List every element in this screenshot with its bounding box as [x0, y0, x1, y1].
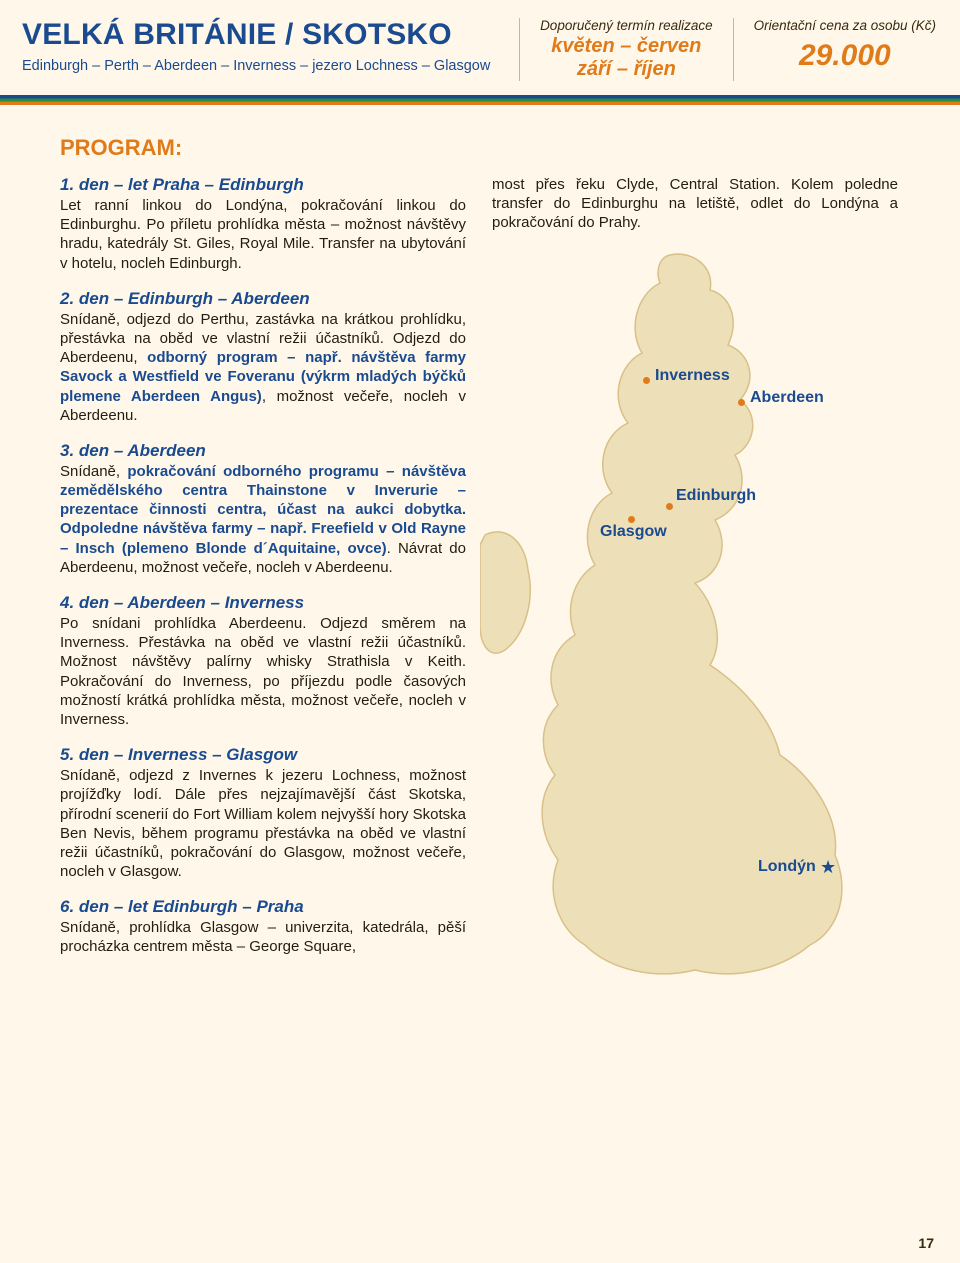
- day-1-title: 1. den – let Praha – Edinburgh: [60, 175, 466, 195]
- page-subtitle: Edinburgh – Perth – Aberdeen – Inverness…: [22, 58, 507, 74]
- label-london: Londýn: [758, 858, 816, 876]
- price-label: Orientační cena za osobu (Kč): [754, 18, 936, 33]
- day-4-body: Po snídani prohlídka Aberdeenu. Odjezd s…: [60, 614, 466, 729]
- label-inverness: Inverness: [655, 367, 730, 385]
- program-heading: PROGRAM:: [60, 135, 932, 161]
- header: VELKÁ BRITÁNIE / SKOTSKO Edinburgh – Per…: [0, 0, 960, 95]
- day-1-body: Let ranní linkou do Londýna, pokračování…: [60, 196, 466, 273]
- dot-edinburgh: [666, 503, 673, 510]
- divider-bar: [0, 95, 960, 105]
- ireland-edge: [480, 532, 530, 653]
- program-column: 1. den – let Praha – Edinburgh Let ranní…: [60, 175, 466, 957]
- day-4-title: 4. den – Aberdeen – Inverness: [60, 593, 466, 613]
- day-5-body: Snídaně, odjezd z Invernes k jezeru Loch…: [60, 766, 466, 881]
- day-4: 4. den – Aberdeen – Inverness Po snídani…: [60, 593, 466, 729]
- day-3: 3. den – Aberdeen Snídaně, pokračování o…: [60, 441, 466, 577]
- day-3-body: Snídaně, pokračování odborného programu …: [60, 462, 466, 577]
- page-number: 17: [918, 1235, 934, 1251]
- day-2: 2. den – Edinburgh – Aberdeen Snídaně, o…: [60, 289, 466, 425]
- continuation-column: most přes řeku Clyde, Central Station. K…: [492, 175, 898, 233]
- page-title: VELKÁ BRITÁNIE / SKOTSKO: [22, 18, 507, 52]
- price-box: Orientační cena za osobu (Kč) 29.000: [733, 18, 960, 81]
- term-value-2: září – říjen: [540, 58, 713, 81]
- term-value-1: květen – červen: [540, 35, 713, 58]
- dot-glasgow: [628, 516, 635, 523]
- label-glasgow: Glasgow: [600, 523, 667, 541]
- uk-map: Inverness Aberdeen Edinburgh Glasgow Lon…: [480, 235, 920, 995]
- term-label: Doporučený termín realizace: [540, 18, 713, 33]
- star-icon: ★: [820, 857, 836, 878]
- price-value: 29.000: [754, 39, 936, 72]
- label-edinburgh: Edinburgh: [676, 487, 756, 505]
- day-3-title: 3. den – Aberdeen: [60, 441, 466, 461]
- day-6-continuation: most přes řeku Clyde, Central Station. K…: [492, 175, 898, 233]
- dot-inverness: [643, 377, 650, 384]
- day-6-body: Snídaně, prohlídka Glasgow – univerzita,…: [60, 918, 466, 956]
- day-6: 6. den – let Edinburgh – Praha Snídaně, …: [60, 897, 466, 956]
- day-2-title: 2. den – Edinburgh – Aberdeen: [60, 289, 466, 309]
- day-5-title: 5. den – Inverness – Glasgow: [60, 745, 466, 765]
- term-box: Doporučený termín realizace květen – čer…: [519, 18, 733, 81]
- day-1: 1. den – let Praha – Edinburgh Let ranní…: [60, 175, 466, 273]
- day-2-body: Snídaně, odjezd do Perthu, zastávka na k…: [60, 310, 466, 425]
- day-6-title: 6. den – let Edinburgh – Praha: [60, 897, 466, 917]
- dot-aberdeen: [738, 399, 745, 406]
- map-svg: [480, 235, 920, 995]
- label-aberdeen: Aberdeen: [750, 389, 824, 407]
- day-5: 5. den – Inverness – Glasgow Snídaně, od…: [60, 745, 466, 881]
